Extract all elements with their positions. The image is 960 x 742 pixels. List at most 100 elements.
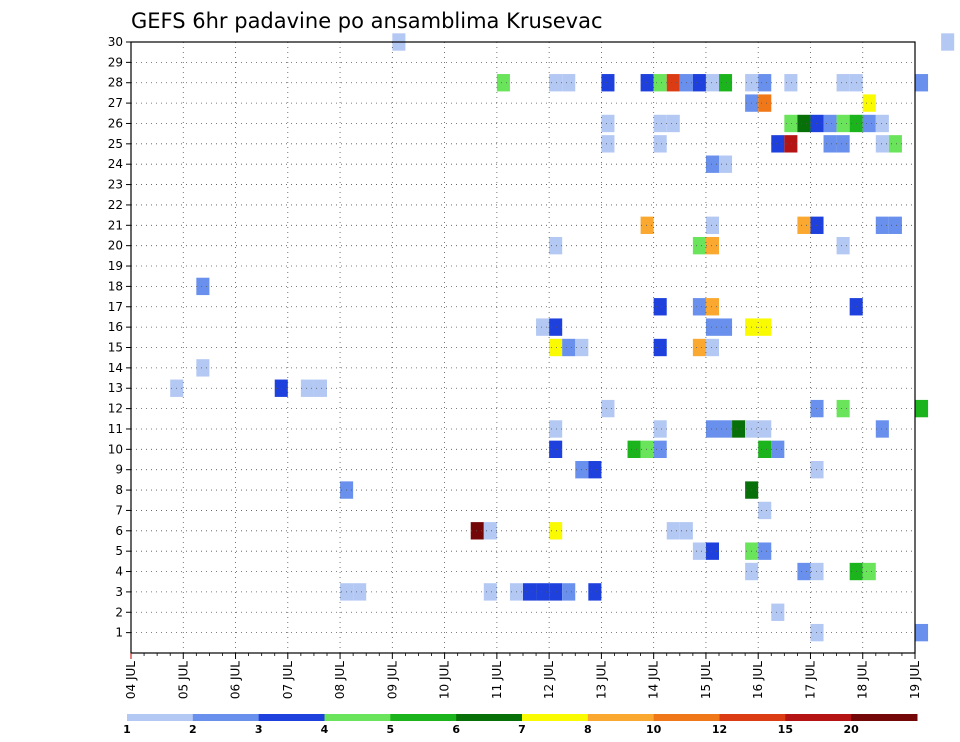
y-tick-label: 5 (115, 544, 123, 558)
heatmap-cell (862, 94, 876, 112)
heatmap-cell (862, 114, 876, 133)
y-tick-label: 18 (108, 279, 123, 293)
heatmap-cell (353, 583, 367, 601)
legend-swatch (719, 714, 786, 721)
legend-label: 3 (255, 723, 263, 736)
heatmap-cell (562, 583, 576, 601)
heatmap-cell (483, 522, 497, 540)
heatmap-cell (797, 216, 811, 234)
heatmap-cell (640, 74, 654, 92)
heatmap-cell (758, 501, 772, 520)
y-tick-label: 19 (108, 259, 123, 273)
heatmap-cell (888, 216, 902, 234)
heatmap-cell (823, 135, 837, 153)
heatmap-cell (875, 420, 889, 438)
heatmap-cell (705, 74, 719, 92)
heatmap-cell (797, 562, 811, 581)
x-tick-label: 05 JUL (176, 661, 190, 699)
heatmap-cell (705, 236, 719, 255)
heatmap-cell (549, 583, 563, 601)
heatmap-cell (705, 338, 719, 357)
y-tick-label: 8 (115, 483, 123, 497)
y-tick-label: 6 (115, 524, 123, 538)
legend-swatch (390, 714, 457, 721)
y-tick-label: 29 (108, 55, 123, 69)
heatmap-cell (705, 420, 719, 438)
heatmap-cell (627, 440, 641, 459)
heatmap-cell (705, 298, 719, 316)
legend-swatch (785, 714, 852, 721)
heatmap-cell (562, 338, 576, 357)
heatmap-cell (692, 236, 706, 255)
heatmap-cell (640, 440, 654, 459)
legend-label: 8 (584, 723, 592, 736)
heatmap-cell (719, 420, 733, 438)
x-tick-label: 14 JUL (647, 661, 661, 699)
heatmap-cell (797, 114, 811, 133)
heatmap-cell (915, 399, 929, 418)
heatmap-cell (862, 562, 876, 581)
heatmap-cell (666, 74, 680, 92)
x-tick-label: 19 JUL (908, 661, 922, 699)
heatmap-cell (562, 74, 576, 92)
y-tick-label: 28 (108, 76, 123, 90)
heatmap-cell (536, 583, 550, 601)
heatmap-cell (588, 461, 602, 479)
heatmap-cell (915, 74, 929, 92)
heatmap-cell (196, 359, 210, 377)
y-axis: 1234567891011121314151617181920212223242… (108, 35, 131, 640)
y-tick-label: 24 (108, 157, 123, 171)
y-tick-label: 20 (108, 239, 123, 253)
y-tick-label: 12 (108, 402, 123, 416)
heatmap-cell (732, 420, 746, 438)
x-tick-label: 04 JUL (124, 661, 138, 699)
heatmap-cell (536, 318, 550, 336)
heatmap-cell (836, 74, 850, 92)
heatmap-cell (549, 318, 563, 336)
x-axis: 04 JUL 05 JUL 06 JUL 07 JUL 08 JUL 09 JUL 10 J… (124, 653, 922, 699)
heatmap-cell (771, 603, 785, 621)
heatmap-cell (692, 74, 706, 92)
heatmap-cell (784, 74, 798, 92)
heatmap-cell (823, 114, 837, 133)
heatmap-cell (836, 236, 850, 255)
legend-swatch (456, 714, 523, 721)
legend-swatch (653, 714, 720, 721)
plot-frame (130, 41, 916, 654)
y-tick-label: 27 (108, 96, 123, 110)
heatmap-cell (653, 440, 667, 459)
legend-label: 2 (189, 723, 197, 736)
y-tick-label: 21 (108, 218, 123, 232)
heatmap-cell (888, 135, 902, 153)
y-tick-label: 13 (108, 381, 123, 395)
heatmap-cell (523, 583, 537, 601)
heatmap-cell (601, 114, 615, 133)
y-tick-label: 4 (115, 565, 123, 579)
heatmap-cell (875, 216, 889, 234)
heatmap-cell (875, 135, 889, 153)
y-tick-label: 22 (108, 198, 123, 212)
heatmap-cell (666, 522, 680, 540)
heatmap-cell (692, 338, 706, 357)
heatmap-cell (653, 114, 667, 133)
x-tick-label: 08 JUL (333, 661, 347, 699)
color-legend: 1 2 3 4 5 6 7 8 10 12 15 20 (123, 714, 918, 736)
y-tick-label: 16 (108, 320, 123, 334)
heatmap-cell (601, 135, 615, 153)
x-tick-label: 13 JUL (594, 661, 608, 699)
legend-swatch (587, 714, 655, 721)
heatmap-cell (549, 522, 563, 540)
legend-swatch (851, 714, 918, 721)
legend-swatch (127, 714, 194, 721)
legend-label: 12 (712, 723, 727, 736)
heatmap-cell (549, 74, 563, 92)
heatmap-cell (758, 440, 772, 459)
heatmap-cell (692, 298, 706, 316)
x-tick-label: 15 JUL (699, 661, 713, 699)
heatmap-cell (496, 74, 510, 92)
heatmap-cell (719, 318, 733, 336)
x-tick-label: 16 JUL (751, 661, 765, 699)
heatmap-cell (875, 114, 889, 133)
heatmap-cell (601, 74, 615, 92)
